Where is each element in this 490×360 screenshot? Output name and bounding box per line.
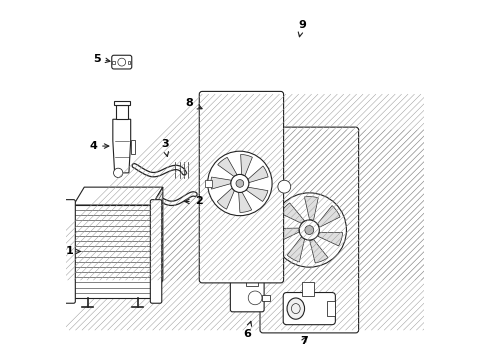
- Text: 2: 2: [185, 197, 202, 206]
- Polygon shape: [248, 166, 268, 183]
- Circle shape: [278, 180, 291, 193]
- Polygon shape: [287, 237, 304, 262]
- Bar: [114, 101, 130, 105]
- Text: 5: 5: [93, 54, 110, 64]
- FancyBboxPatch shape: [260, 127, 359, 333]
- FancyBboxPatch shape: [64, 200, 75, 303]
- FancyBboxPatch shape: [112, 55, 132, 69]
- Text: 3: 3: [161, 139, 169, 157]
- Ellipse shape: [287, 298, 305, 319]
- Bar: [302, 282, 314, 296]
- Polygon shape: [241, 154, 252, 176]
- Polygon shape: [318, 233, 343, 246]
- Text: 4: 4: [89, 141, 109, 151]
- Circle shape: [305, 226, 314, 234]
- Bar: [74, 205, 152, 298]
- Bar: [112, 60, 115, 64]
- Polygon shape: [246, 187, 268, 202]
- Polygon shape: [276, 228, 299, 242]
- Bar: [128, 60, 130, 64]
- Circle shape: [272, 193, 346, 267]
- Polygon shape: [74, 187, 163, 205]
- Circle shape: [231, 174, 249, 193]
- Bar: [262, 295, 270, 301]
- FancyBboxPatch shape: [230, 280, 264, 312]
- Polygon shape: [152, 187, 163, 298]
- Bar: [131, 140, 135, 154]
- Bar: [263, 130, 356, 330]
- Polygon shape: [218, 157, 237, 176]
- Bar: [202, 94, 281, 280]
- FancyBboxPatch shape: [150, 200, 162, 303]
- Bar: [205, 180, 212, 187]
- Bar: [327, 301, 335, 316]
- FancyBboxPatch shape: [283, 293, 335, 325]
- Bar: [116, 105, 128, 119]
- Text: 7: 7: [300, 336, 308, 346]
- Polygon shape: [280, 203, 304, 223]
- Bar: [246, 276, 258, 286]
- Polygon shape: [211, 177, 231, 189]
- Bar: [267, 226, 273, 234]
- FancyBboxPatch shape: [199, 91, 284, 283]
- Polygon shape: [239, 192, 252, 212]
- Polygon shape: [318, 206, 340, 227]
- Circle shape: [299, 220, 319, 240]
- Polygon shape: [310, 239, 328, 263]
- Text: 1: 1: [66, 247, 80, 256]
- Polygon shape: [113, 119, 131, 173]
- Circle shape: [208, 151, 272, 216]
- Circle shape: [236, 180, 244, 187]
- Polygon shape: [217, 188, 234, 209]
- Text: 8: 8: [186, 98, 202, 109]
- Text: 9: 9: [298, 19, 306, 37]
- Text: 6: 6: [243, 321, 251, 339]
- Circle shape: [114, 168, 123, 177]
- Polygon shape: [304, 197, 319, 220]
